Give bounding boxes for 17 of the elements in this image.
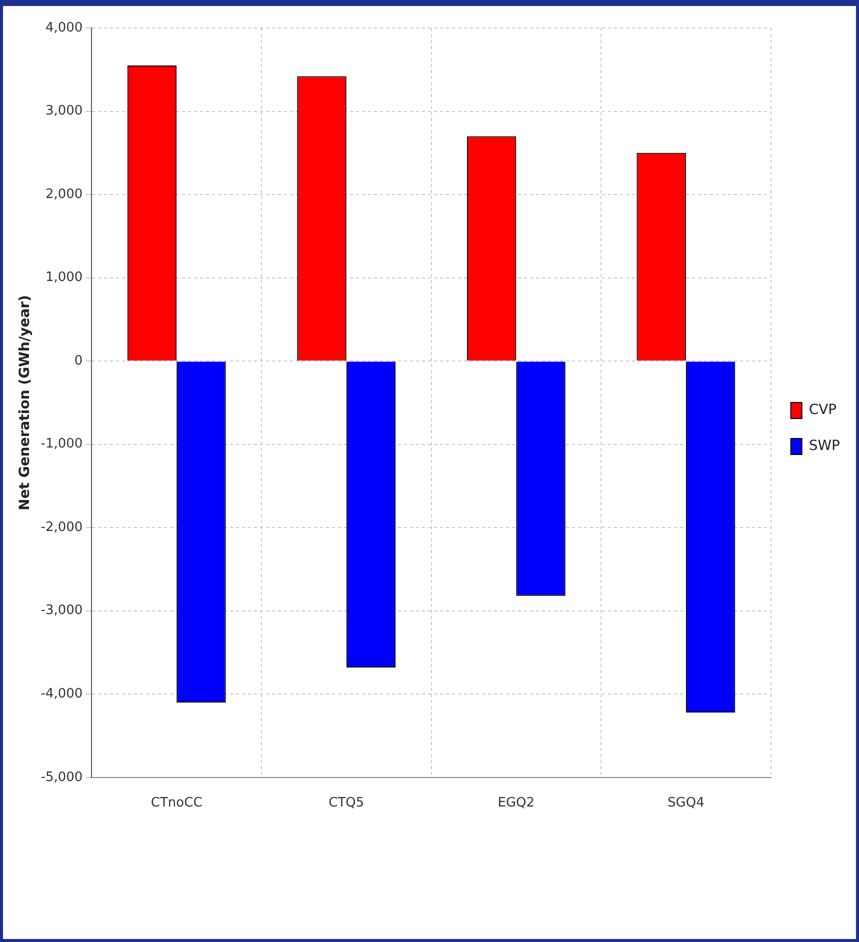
y-tick-label: 2,000 [45, 186, 83, 202]
y-tick-label: 1,000 [45, 270, 83, 286]
y-axis-title: Net Generation (GWh/year) [17, 295, 34, 510]
y-tick-label: -1,000 [40, 436, 83, 452]
y-tick-label: 0 [74, 353, 83, 368]
y-tick-label: -3,000 [40, 603, 83, 618]
x-tick-label: EGQ2 [498, 796, 535, 811]
y-tick-label: 4,000 [45, 20, 83, 36]
legend-label: SWP [808, 438, 840, 454]
y-tick-label: -5,000 [40, 770, 83, 785]
y-tick-label: -2,000 [40, 520, 83, 535]
x-tick-label: CTnoCC [150, 796, 202, 811]
y-tick-label: 3,000 [45, 104, 83, 119]
y-tick-label: -4,000 [40, 686, 83, 702]
x-tick-label: SGQ4 [668, 796, 704, 811]
x-tick-label: CTQ5 [328, 796, 364, 811]
legend-label: CVP [808, 402, 837, 418]
